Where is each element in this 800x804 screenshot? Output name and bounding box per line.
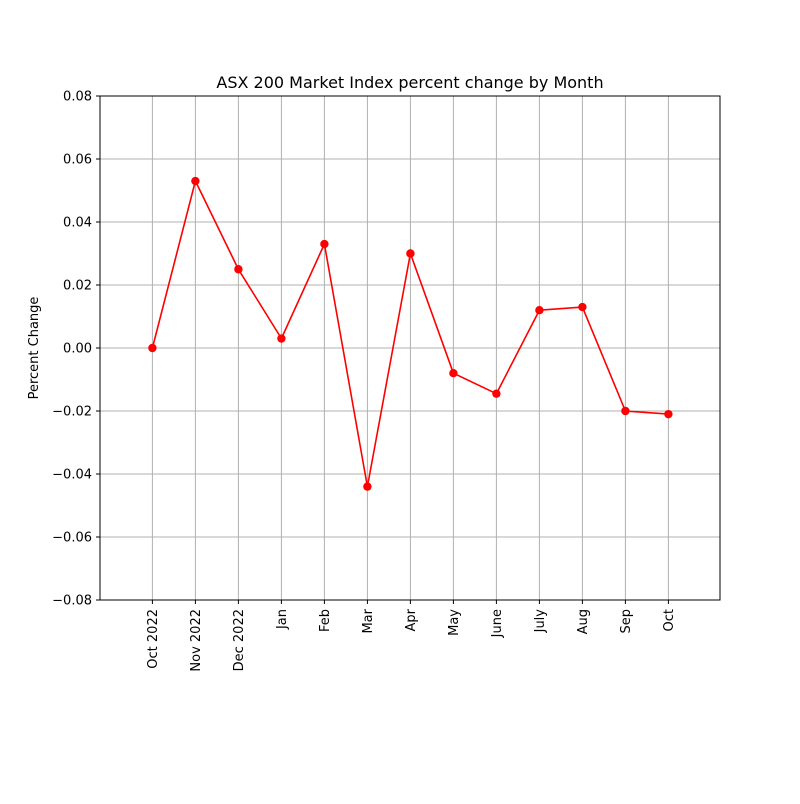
y-tick-label: 0.06 — [63, 153, 92, 168]
data-point — [492, 389, 501, 398]
data-point — [621, 406, 630, 416]
y-axis-label: Percent Change — [27, 297, 42, 400]
grid-lines — [100, 95, 720, 601]
x-tick-label: Mar — [361, 608, 376, 633]
data-point — [406, 249, 415, 258]
data-point — [148, 343, 157, 353]
y-tick-label: −0.08 — [52, 594, 92, 609]
data-point — [578, 302, 587, 312]
data-point — [191, 176, 200, 186]
data-point — [535, 306, 544, 315]
x-tick-label: Dec 2022 — [232, 609, 247, 671]
x-tick-label: Nov 2022 — [189, 609, 204, 672]
x-tick-label: May — [447, 609, 462, 636]
data-point — [234, 265, 243, 274]
x-tick-label: Jan — [275, 609, 290, 630]
y-tick-label: 0.04 — [63, 216, 92, 231]
data-point — [664, 409, 673, 419]
y-tick-label: −0.06 — [52, 531, 92, 546]
data-point — [449, 369, 458, 378]
y-axis-ticks: −0.08 −0.06 −0.04 −0.02 0.00 0.02 0.04 0.06 0.08 — [52, 90, 100, 609]
x-tick-label: Aug — [576, 609, 591, 634]
x-tick-label: Feb — [318, 609, 333, 632]
plot-area — [148, 176, 673, 491]
y-tick-label: 0.02 — [63, 279, 92, 294]
y-tick-label: −0.04 — [52, 468, 92, 483]
y-tick-label: −0.02 — [52, 405, 92, 420]
data-point — [363, 482, 372, 491]
x-tick-label: Oct 2022 — [146, 609, 161, 669]
x-tick-label: Sep — [619, 609, 634, 634]
chart-title: ASX 200 Market Index percent change by M… — [216, 73, 603, 92]
y-tick-label: 0.08 — [63, 90, 92, 105]
x-tick-label: July — [533, 609, 548, 634]
x-axis-ticks: Oct 2022 Nov 2022 Dec 2022 Jan Feb Mar Apr May J… — [146, 600, 677, 672]
x-tick-label: June — [490, 609, 505, 638]
x-tick-label: Apr — [404, 608, 419, 631]
y-tick-label: 0.00 — [63, 342, 92, 357]
x-tick-label: Oct — [662, 609, 677, 631]
data-point — [277, 334, 286, 343]
data-point — [320, 239, 329, 249]
